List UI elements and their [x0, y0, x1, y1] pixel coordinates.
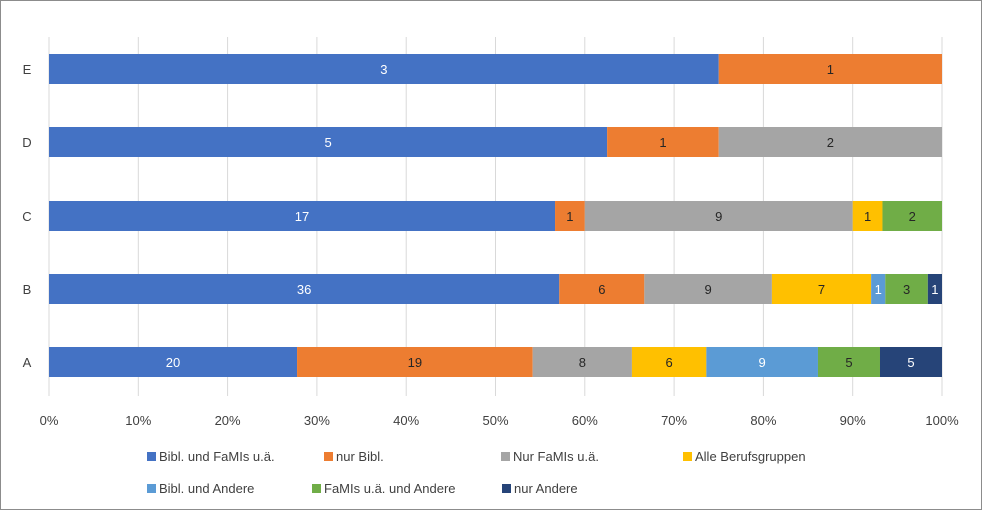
bar-segment	[532, 347, 632, 377]
data-label: 6	[666, 355, 673, 370]
legend-label: Nur FaMIs u.ä.	[513, 449, 599, 464]
legend-item-bibl-und-andere: Bibl. und Andere	[147, 481, 254, 496]
x-tick-label: 50%	[482, 413, 508, 428]
bar-segment	[49, 54, 719, 84]
data-label: 6	[598, 282, 605, 297]
x-tick-label: 0%	[40, 413, 59, 428]
x-tick-label: 20%	[215, 413, 241, 428]
category-label: A	[23, 355, 32, 370]
data-label: 1	[864, 209, 871, 224]
bar-segment	[852, 201, 883, 231]
bar-segment	[49, 274, 560, 304]
data-label: 5	[324, 135, 331, 150]
data-label: 2	[909, 209, 916, 224]
data-label: 5	[845, 355, 852, 370]
legend-label: FaMIs u.ä. und Andere	[324, 481, 456, 496]
data-label: 1	[827, 62, 834, 77]
data-label: 8	[579, 355, 586, 370]
legend-item-nur-famis-u: Nur FaMIs u.ä.	[501, 449, 599, 464]
data-label: 3	[380, 62, 387, 77]
bar-segment	[644, 274, 772, 304]
data-label: 1	[875, 282, 882, 297]
x-tick-label: 30%	[304, 413, 330, 428]
data-label: 17	[295, 209, 309, 224]
legend-label: nur Andere	[514, 481, 578, 496]
bar-segment	[49, 201, 556, 231]
legend-label: Bibl. und Andere	[159, 481, 254, 496]
legend-item-nur-bibl: nur Bibl.	[324, 449, 384, 464]
legend-swatch	[147, 484, 156, 493]
x-tick-label: 60%	[572, 413, 598, 428]
legend-label: Alle Berufsgruppen	[695, 449, 806, 464]
legend-swatch	[501, 452, 510, 461]
bar-segment	[559, 274, 645, 304]
data-label: 9	[715, 209, 722, 224]
legend-swatch	[683, 452, 692, 461]
data-label: 1	[931, 282, 938, 297]
x-axis-tick-labels: 0% 10% 20% 30% 40% 50% 60% 70% 80% 90% 100%	[40, 413, 959, 428]
bar-segment	[927, 274, 942, 304]
data-label: 3	[903, 282, 910, 297]
legend: Bibl. und FaMIs u.ä. nur Bibl. Nur FaMIs u…	[147, 449, 806, 496]
legend-swatch	[312, 484, 321, 493]
x-tick-label: 80%	[750, 413, 776, 428]
bar-segment	[706, 347, 818, 377]
legend-label: nur Bibl.	[336, 449, 384, 464]
data-label: 1	[659, 135, 666, 150]
data-label: 9	[759, 355, 766, 370]
category-label: E	[23, 62, 32, 77]
x-tick-label: 100%	[925, 413, 959, 428]
legend-swatch	[502, 484, 511, 493]
x-tick-label: 90%	[840, 413, 866, 428]
legend-item-famis-u-und-andere: FaMIs u.ä. und Andere	[312, 481, 456, 496]
data-label: 1	[566, 209, 573, 224]
x-tick-label: 10%	[125, 413, 151, 428]
bar-segment	[871, 274, 886, 304]
category-label: B	[23, 282, 32, 297]
bar-segment	[718, 54, 942, 84]
bar-segment	[555, 201, 585, 231]
category-label: D	[22, 135, 31, 150]
legend-swatch	[147, 452, 156, 461]
data-label: 9	[705, 282, 712, 297]
bar-segments: 20 19 8 6 9 5 536 6 9 7 1 3 117 1 9 1 25 1 23 1	[49, 54, 942, 377]
bar-segment	[49, 127, 608, 157]
bar-segment	[607, 127, 719, 157]
legend-item-bibl-und-famis-u: Bibl. und FaMIs u.ä.	[147, 449, 275, 464]
bar-segment	[879, 347, 942, 377]
bar-segment	[885, 274, 928, 304]
data-label: 7	[818, 282, 825, 297]
data-label: 20	[166, 355, 180, 370]
x-tick-label: 70%	[661, 413, 687, 428]
bar-segment	[882, 201, 942, 231]
bar-segment	[297, 347, 533, 377]
data-label: 2	[827, 135, 834, 150]
bar-segment	[718, 127, 942, 157]
data-label: 5	[907, 355, 914, 370]
category-labels: A B C D E	[22, 62, 31, 370]
bar-segment	[631, 347, 707, 377]
x-tick-label: 40%	[393, 413, 419, 428]
legend-label: Bibl. und FaMIs u.ä.	[159, 449, 275, 464]
bar-segment	[817, 347, 880, 377]
data-label: 36	[297, 282, 311, 297]
legend-item-alle-berufsgruppen: Alle Berufsgruppen	[683, 449, 806, 464]
bar-segment	[771, 274, 872, 304]
bar-segment	[584, 201, 853, 231]
category-label: C	[22, 209, 31, 224]
data-label: 19	[408, 355, 422, 370]
bar-segment	[49, 347, 298, 377]
legend-item-nur-andere: nur Andere	[502, 481, 578, 496]
legend-swatch	[324, 452, 333, 461]
